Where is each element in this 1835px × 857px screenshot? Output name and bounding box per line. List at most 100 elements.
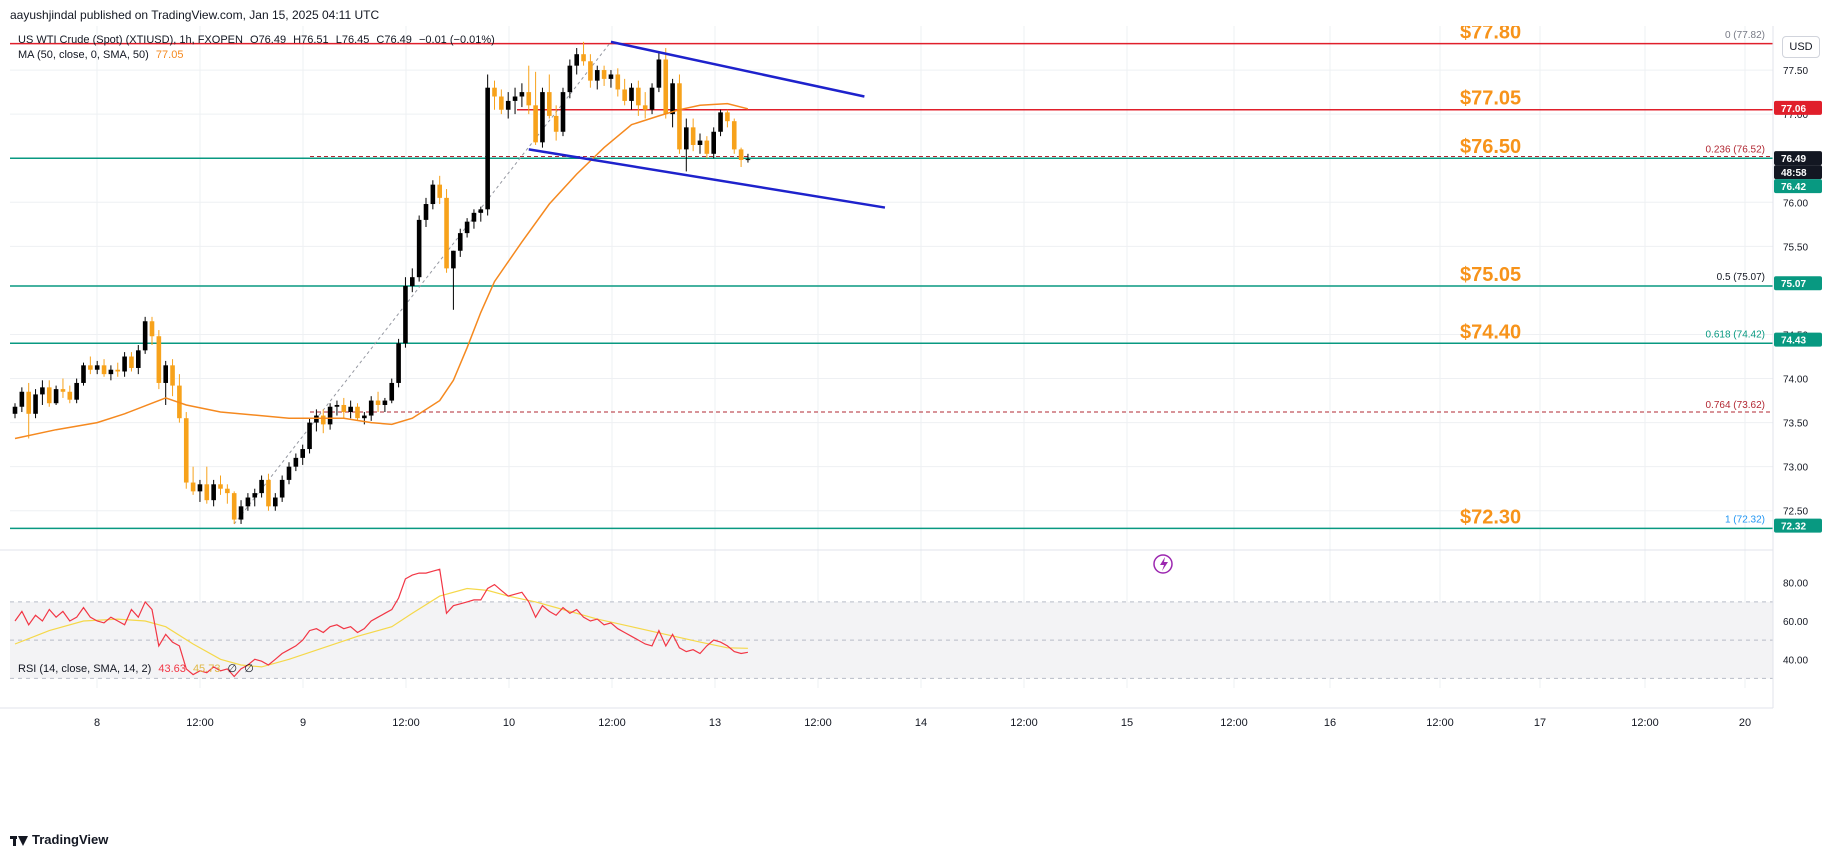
time-tick-label: 12:00 <box>598 717 626 729</box>
level-label: $76.50 <box>1460 136 1521 158</box>
candle-body <box>33 394 38 414</box>
candle-body <box>355 406 360 419</box>
symbol-title: US WTI Crude (Spot) (XTIUSD), 1h, FXOPEN <box>18 34 243 46</box>
ohlc-o: 76.49 <box>258 34 287 46</box>
candle-body <box>259 479 264 494</box>
price-chart-svg[interactable]: 77.5077.0076.0075.5074.5074.0073.5073.00… <box>0 22 1835 801</box>
price-tag-box <box>1774 100 1822 115</box>
rsi-extra-2: ∅ <box>244 663 254 675</box>
candle-body <box>423 204 429 220</box>
candle-body <box>218 484 223 489</box>
candle-body <box>478 209 484 213</box>
price-tick-label: 77.00 <box>1783 110 1808 121</box>
price-tick-label: 74.00 <box>1783 375 1808 386</box>
candle-body <box>170 365 175 386</box>
candle-body <box>684 127 689 150</box>
candle-body <box>129 356 134 368</box>
rsi-ma-value: 45.73 <box>192 663 221 675</box>
candle-body <box>53 389 59 404</box>
time-tick-label: 10 <box>503 717 515 729</box>
channel-line-lower <box>528 148 886 209</box>
tradingview-brand: TradingView <box>32 832 109 847</box>
time-tick-label: 12:00 <box>1010 717 1038 729</box>
price-tag-box <box>1774 332 1822 347</box>
candle-body <box>122 356 127 372</box>
candle-body <box>60 389 66 392</box>
candle-body <box>320 415 326 425</box>
time-tick-label: 12:00 <box>392 717 420 729</box>
candle-body <box>190 482 196 492</box>
candle-body <box>396 343 401 383</box>
candle-body <box>731 121 737 150</box>
rsi-value: 43.63 <box>158 663 186 675</box>
candle-body <box>718 112 723 132</box>
symbol-legend[interactable]: US WTI Crude (Spot) (XTIUSD), 1h, FXOPEN… <box>18 34 503 46</box>
candle-body <box>540 92 545 143</box>
price-tag-label: 76.49 <box>1781 154 1806 165</box>
time-tick-label: 16 <box>1324 717 1336 729</box>
candle-body <box>437 184 442 198</box>
price-tick-label: 75.50 <box>1783 242 1808 253</box>
candle-body <box>142 321 148 351</box>
tradingview-footer[interactable]: TradingView <box>10 832 108 847</box>
candle-body <box>12 406 18 414</box>
misc <box>1153 554 1173 574</box>
candle-body <box>505 100 511 110</box>
candle-body <box>245 497 251 507</box>
candle-body <box>136 350 141 368</box>
time-tick-label: 12:00 <box>186 717 214 729</box>
candle-body <box>704 140 710 154</box>
rsi-legend[interactable]: RSI (14, close, SMA, 14, 2) 43.63 45.73 … <box>18 662 258 675</box>
ma-line <box>14 102 749 440</box>
ma-legend[interactable]: MA (50, close, 0, SMA, 50) 77.05 <box>18 49 187 61</box>
rsi-lines <box>14 568 749 678</box>
candle-body <box>74 382 79 400</box>
candle-body <box>670 83 675 115</box>
candle-body <box>457 233 463 251</box>
candle-body <box>533 105 538 143</box>
candle-body <box>156 336 162 383</box>
horizontal-levels <box>10 42 1773 530</box>
candle-body <box>451 250 456 269</box>
time-tick-label: 14 <box>915 717 927 729</box>
candle-body <box>636 87 641 106</box>
candle-body <box>279 479 285 498</box>
candle-body <box>108 369 114 375</box>
lightning-icon[interactable] <box>1153 554 1173 574</box>
candle-body <box>300 449 305 458</box>
candle-body <box>677 83 682 150</box>
candle-body <box>745 159 751 161</box>
ohlc-c-label: C <box>376 34 385 46</box>
candle-body <box>46 387 52 404</box>
candle-body <box>444 197 449 269</box>
candle-body <box>211 484 216 501</box>
candle-body <box>588 61 593 81</box>
candle-body <box>238 506 244 520</box>
candle-body <box>327 406 333 425</box>
ohlc-l: 76.45 <box>341 34 370 46</box>
price-tag-label: 75.07 <box>1781 279 1806 290</box>
ohlc-l-label: L <box>335 34 342 46</box>
price-tag-box <box>1774 151 1822 166</box>
chart-area[interactable]: 77.5077.0076.0075.5074.5074.0073.5073.00… <box>0 22 1835 801</box>
fib-label: 0 (77.82) <box>1725 30 1765 41</box>
price-tag-box <box>1774 518 1822 533</box>
price-tag-label: 77.06 <box>1781 104 1806 115</box>
candle-body <box>375 400 381 405</box>
price-tag-label: 76.42 <box>1781 182 1806 193</box>
candle-body <box>101 365 107 375</box>
candle-body <box>231 493 237 520</box>
fib-label: 1 (72.32) <box>1725 515 1765 526</box>
currency-button[interactable]: USD <box>1782 36 1820 58</box>
candle-body <box>499 96 504 110</box>
price-tick-label: 73.00 <box>1783 463 1808 474</box>
candle-body <box>519 92 525 97</box>
candle-body <box>286 466 292 480</box>
grid <box>10 26 1773 688</box>
legend-ohlc: O76.49 H76.51 L76.45 C76.49 −0.01 (−0.01… <box>250 34 499 46</box>
time-tick-label: 15 <box>1121 717 1133 729</box>
candle-body <box>711 131 716 154</box>
rsi-tick-label: 60.00 <box>1783 617 1808 628</box>
time-tick-label: 12:00 <box>1631 717 1659 729</box>
candle-body <box>615 74 621 90</box>
